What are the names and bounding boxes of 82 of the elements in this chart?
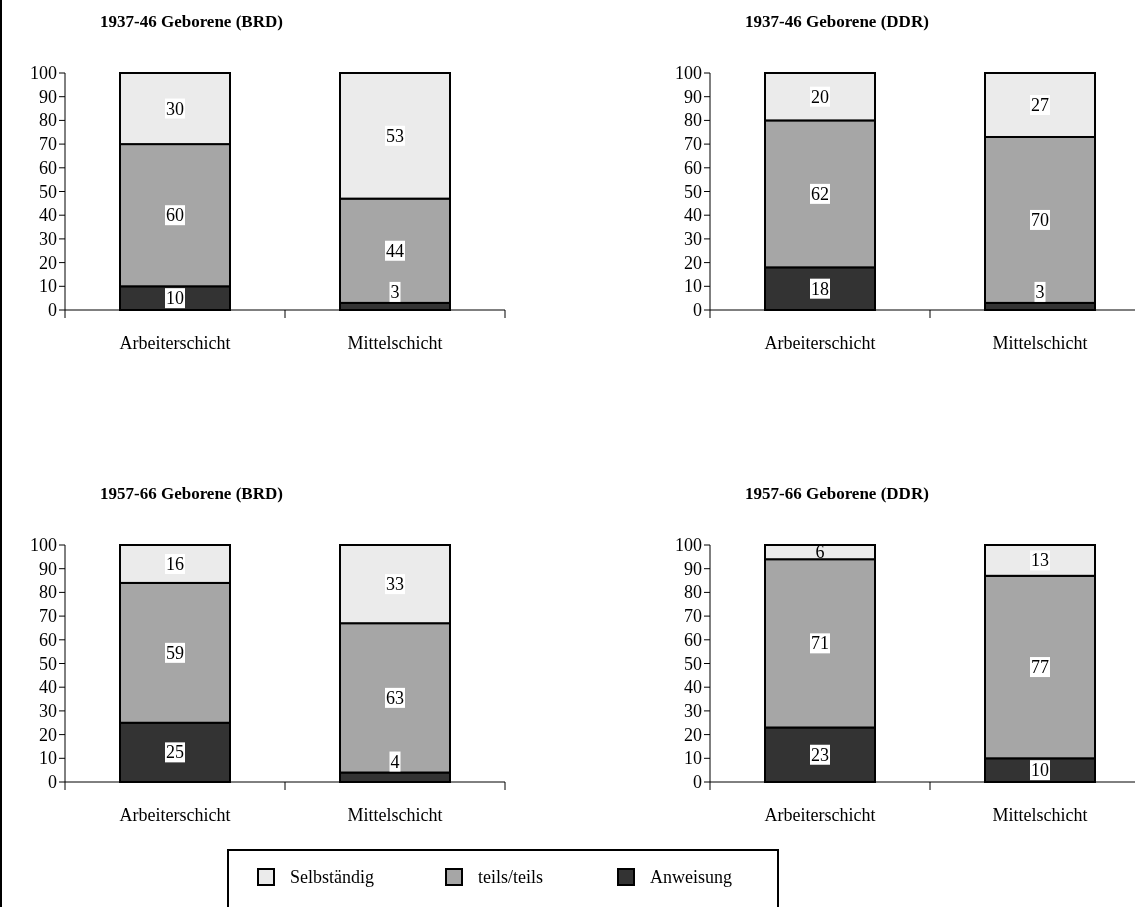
- data-label: 3: [1035, 281, 1045, 302]
- y-tick-label: 70: [39, 134, 57, 155]
- y-tick-label: 10: [39, 748, 57, 769]
- data-label: 23: [811, 744, 829, 765]
- y-tick-label: 50: [39, 653, 57, 674]
- data-label: 25: [166, 742, 184, 763]
- y-tick-label: 70: [39, 606, 57, 627]
- data-label: 13: [1031, 550, 1049, 571]
- y-tick-label: 50: [39, 181, 57, 202]
- y-tick-label: 80: [39, 110, 57, 131]
- y-tick-label: 100: [675, 63, 702, 83]
- y-tick-label: 20: [684, 252, 702, 273]
- x-tick-label: Mittelschicht: [992, 333, 1088, 353]
- y-tick-label: 100: [675, 535, 702, 555]
- x-tick-label: Arbeiterschicht: [119, 805, 231, 825]
- data-label: 44: [386, 240, 404, 261]
- data-label: 16: [166, 553, 184, 574]
- y-tick-label: 20: [39, 724, 57, 745]
- y-tick-label: 0: [693, 300, 702, 320]
- y-tick-label: 100: [30, 535, 57, 555]
- data-label: 30: [166, 98, 184, 119]
- data-label: 53: [386, 125, 404, 146]
- data-label: 59: [166, 642, 184, 663]
- data-label: 18: [811, 278, 829, 299]
- y-tick-label: 40: [39, 677, 57, 698]
- y-tick-label: 30: [684, 228, 702, 249]
- data-label: 63: [386, 687, 404, 708]
- y-tick-label: 40: [39, 205, 57, 226]
- y-tick-label: 70: [684, 606, 702, 627]
- y-tick-label: 20: [684, 724, 702, 745]
- data-label: 4: [390, 751, 400, 772]
- y-tick-label: 10: [684, 276, 702, 297]
- y-tick-label: 30: [39, 700, 57, 721]
- data-label: 3: [390, 281, 400, 302]
- y-tick-label: 100: [30, 63, 57, 83]
- y-tick-label: 90: [39, 558, 57, 579]
- y-tick-label: 60: [39, 157, 57, 178]
- data-label: 27: [1031, 95, 1049, 115]
- y-tick-label: 40: [684, 677, 702, 698]
- chart-title: 1957-66 Geborene (DDR): [745, 484, 929, 503]
- y-tick-label: 90: [684, 558, 702, 579]
- y-tick-label: 70: [684, 134, 702, 155]
- y-tick-label: 30: [684, 700, 702, 721]
- x-tick-label: Mittelschicht: [992, 805, 1088, 825]
- x-tick-label: Mittelschicht: [347, 805, 443, 825]
- legend-label: teils/teils: [478, 867, 543, 887]
- data-label: 33: [386, 574, 404, 595]
- x-tick-label: Arbeiterschicht: [764, 805, 876, 825]
- y-tick-label: 0: [693, 772, 702, 792]
- y-tick-label: 20: [39, 252, 57, 273]
- y-tick-label: 40: [684, 205, 702, 226]
- legend-label: Selbständig: [290, 867, 374, 887]
- y-tick-label: 60: [39, 629, 57, 650]
- data-label: 77: [1031, 657, 1049, 678]
- y-tick-label: 90: [39, 86, 57, 107]
- y-tick-label: 0: [48, 772, 57, 792]
- x-tick-label: Arbeiterschicht: [764, 333, 876, 353]
- y-tick-label: 80: [684, 582, 702, 603]
- y-tick-label: 50: [684, 181, 702, 202]
- data-label: 70: [1031, 209, 1049, 230]
- y-tick-label: 80: [39, 582, 57, 603]
- y-tick-label: 60: [684, 629, 702, 650]
- legend-label: Anweisung: [650, 867, 732, 887]
- data-label: 10: [166, 288, 184, 309]
- x-tick-label: Mittelschicht: [347, 333, 443, 353]
- chart-title: 1937-46 Geborene (DDR): [745, 12, 929, 31]
- chart-title: 1937-46 Geborene (BRD): [100, 12, 283, 31]
- y-tick-label: 60: [684, 157, 702, 178]
- x-tick-label: Arbeiterschicht: [119, 333, 231, 353]
- y-tick-label: 80: [684, 110, 702, 131]
- y-tick-label: 50: [684, 653, 702, 674]
- data-label: 62: [811, 183, 829, 204]
- y-tick-label: 90: [684, 86, 702, 107]
- data-label: 71: [811, 633, 829, 654]
- chart-title: 1957-66 Geborene (BRD): [100, 484, 283, 503]
- data-label: 10: [1031, 760, 1049, 781]
- data-label: 20: [811, 86, 829, 107]
- data-label: 60: [166, 205, 184, 226]
- y-tick-label: 0: [48, 300, 57, 320]
- y-tick-label: 10: [39, 276, 57, 297]
- y-tick-label: 30: [39, 228, 57, 249]
- y-tick-label: 10: [684, 748, 702, 769]
